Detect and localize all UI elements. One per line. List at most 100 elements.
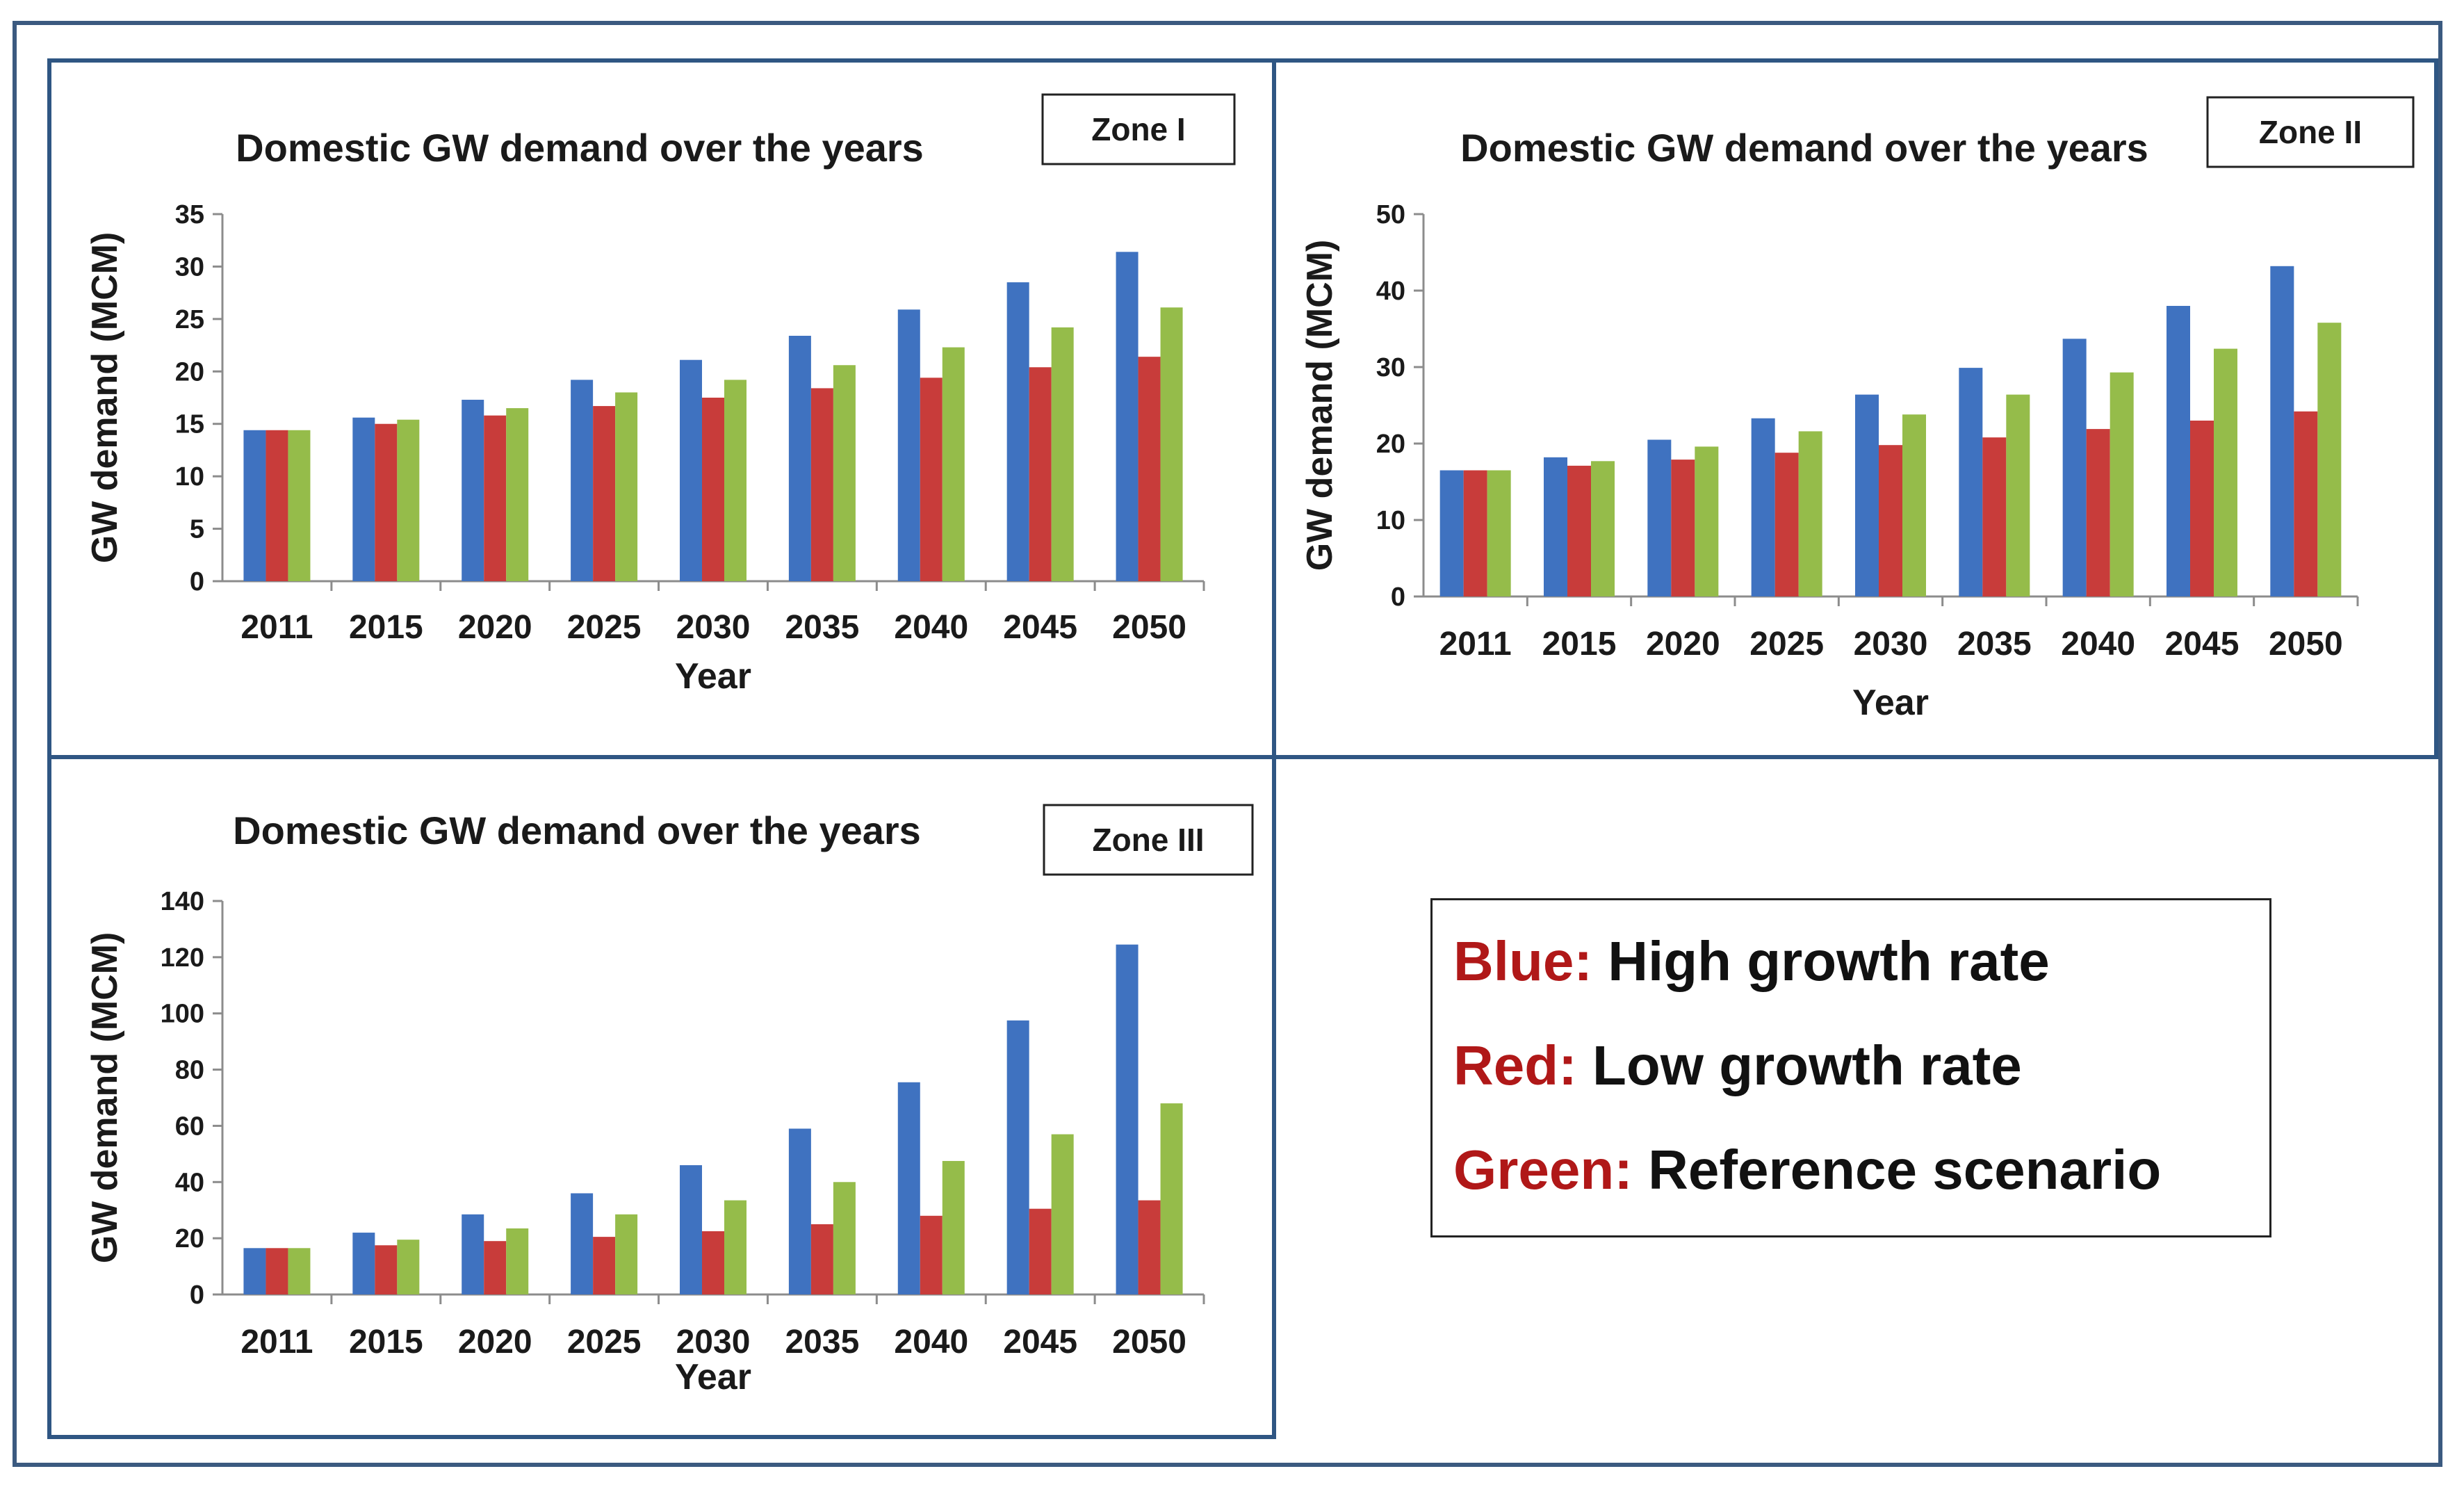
- bar-ref-2035: [833, 1182, 856, 1294]
- bar-ref-2030: [1902, 414, 1926, 596]
- x-tick-label: 2035: [785, 609, 859, 646]
- chart-panel-zone-3: Domestic GW demand over the years Zone II…: [47, 755, 1276, 1439]
- chart-title-zone-2: Domestic GW demand over the years: [1460, 126, 2148, 170]
- y-tick-label: 100: [161, 1000, 204, 1029]
- bar-low-2035: [1982, 437, 2007, 596]
- x-tick-label: 2011: [240, 1324, 313, 1361]
- bar-high-2035: [788, 335, 811, 581]
- bar-ref-2040: [942, 1160, 965, 1294]
- bar-high-2015: [352, 1233, 375, 1294]
- bar-high-2025: [571, 380, 594, 581]
- bar-low-2015: [1567, 465, 1591, 596]
- x-tick-label: 2045: [2165, 626, 2239, 663]
- x-axis-label-zone-3: Year: [675, 1357, 751, 1397]
- bar-low-2030: [702, 398, 724, 581]
- bar-ref-2015: [397, 419, 420, 581]
- x-tick-label: 2011: [240, 609, 313, 646]
- x-tick-label: 2015: [349, 1324, 423, 1361]
- figure-frame: [13, 21, 2442, 1467]
- bar-ref-2040: [2110, 372, 2134, 596]
- y-tick-label: 0: [1391, 583, 1405, 612]
- legend-key-blue: Blue:: [1453, 930, 1592, 992]
- bar-high-2040: [897, 1082, 920, 1294]
- y-tick-label: 60: [175, 1112, 204, 1141]
- bar-low-2045: [1029, 1208, 1052, 1294]
- legend-desc-high: High growth rate: [1608, 930, 2050, 992]
- y-tick-label: 5: [190, 515, 204, 544]
- bar-ref-2011: [1487, 470, 1511, 596]
- chart-title-zone-3: Domestic GW demand over the years: [233, 809, 921, 852]
- bar-high-2015: [352, 417, 375, 581]
- bar-high-2045: [2167, 306, 2190, 596]
- x-tick-label: 2025: [567, 609, 642, 646]
- y-tick-label: 50: [1376, 200, 1405, 229]
- x-tick-label: 2035: [785, 1324, 859, 1361]
- x-tick-label: 2015: [349, 609, 423, 646]
- legend-desc-ref: Reference scenario: [1648, 1139, 2162, 1201]
- bar-low-2040: [2086, 429, 2110, 596]
- y-tick-label: 40: [175, 1168, 204, 1197]
- y-axis-label-zone-2: GW demand (MCM): [1300, 240, 1340, 571]
- chart-zone-2: Domestic GW demand over the years Zone II…: [1300, 96, 2415, 723]
- x-tick-label: 2040: [894, 1324, 968, 1361]
- zone-label-zone-2: Zone II: [2259, 114, 2362, 150]
- x-tick-label: 2050: [1112, 609, 1186, 646]
- zone-label-box-zone-1: [1041, 93, 1236, 165]
- bar-high-2025: [1751, 418, 1775, 596]
- bar-low-2025: [1774, 453, 1799, 596]
- bar-high-2030: [1855, 394, 1879, 596]
- bar-low-2011: [1463, 470, 1487, 596]
- x-tick-label: 2045: [1003, 609, 1077, 646]
- legend-desc-low: Low growth rate: [1592, 1034, 2022, 1096]
- y-tick-label: 15: [175, 410, 204, 439]
- bar-ref-2011: [288, 430, 311, 581]
- y-tick-label: 25: [175, 305, 204, 334]
- bar-low-2045: [1029, 367, 1052, 581]
- x-tick-label: 2015: [1542, 626, 1617, 663]
- x-tick-label: 2020: [458, 609, 532, 646]
- x-tick-label: 2025: [567, 1324, 642, 1361]
- y-tick-label: 10: [175, 462, 204, 492]
- bar-ref-2011: [288, 1248, 311, 1294]
- bar-high-2040: [2062, 339, 2087, 596]
- x-tick-label: 2030: [676, 1324, 751, 1361]
- bar-ref-2025: [615, 392, 638, 581]
- chart-zone-1: Domestic GW demand over the years Zone I 0…: [85, 93, 1236, 697]
- x-tick-label: 2040: [894, 609, 968, 646]
- bar-low-2040: [920, 1215, 943, 1294]
- bar-high-2020: [462, 1214, 484, 1294]
- bar-high-2045: [1006, 1020, 1029, 1294]
- bar-ref-2035: [833, 365, 856, 581]
- x-tick-label: 2030: [1854, 626, 1928, 663]
- x-axis-label-zone-2: Year: [1852, 683, 1929, 723]
- bar-low-2045: [2190, 421, 2214, 596]
- bar-high-2050: [1116, 944, 1139, 1294]
- legend-item-low: Red: Low growth rate: [1453, 1034, 2022, 1098]
- bar-ref-2040: [942, 347, 965, 581]
- bar-low-2011: [266, 430, 288, 581]
- chart-panel-zone-2: Domestic GW demand over the years Zone II…: [1272, 58, 2438, 759]
- bar-ref-2015: [397, 1240, 420, 1294]
- zone-label-zone-3: Zone III: [1093, 822, 1205, 858]
- legend-box: Blue: High growth rate Red: Low growth r…: [1430, 898, 2271, 1237]
- bar-high-2020: [1647, 439, 1672, 596]
- bar-ref-2015: [1591, 461, 1615, 596]
- y-tick-label: 20: [175, 1224, 204, 1253]
- bar-high-2015: [1544, 457, 1567, 596]
- bar-high-2011: [243, 1248, 266, 1294]
- y-tick-label: 0: [190, 1281, 204, 1310]
- bar-low-2030: [702, 1231, 724, 1294]
- y-tick-label: 120: [161, 943, 204, 973]
- y-axis-label-zone-3: GW demand (MCM): [85, 932, 125, 1264]
- x-tick-label: 2050: [1112, 1324, 1186, 1361]
- bar-low-2035: [810, 1224, 833, 1294]
- y-tick-label: 80: [175, 1056, 204, 1085]
- bar-low-2035: [810, 388, 833, 581]
- legend-key-green: Green:: [1453, 1139, 1633, 1201]
- bar-high-2045: [1006, 282, 1029, 581]
- y-tick-label: 0: [190, 567, 204, 596]
- bar-low-2015: [375, 423, 398, 581]
- bar-high-2035: [788, 1128, 811, 1294]
- bar-ref-2050: [1160, 307, 1183, 581]
- bar-low-2040: [920, 377, 943, 581]
